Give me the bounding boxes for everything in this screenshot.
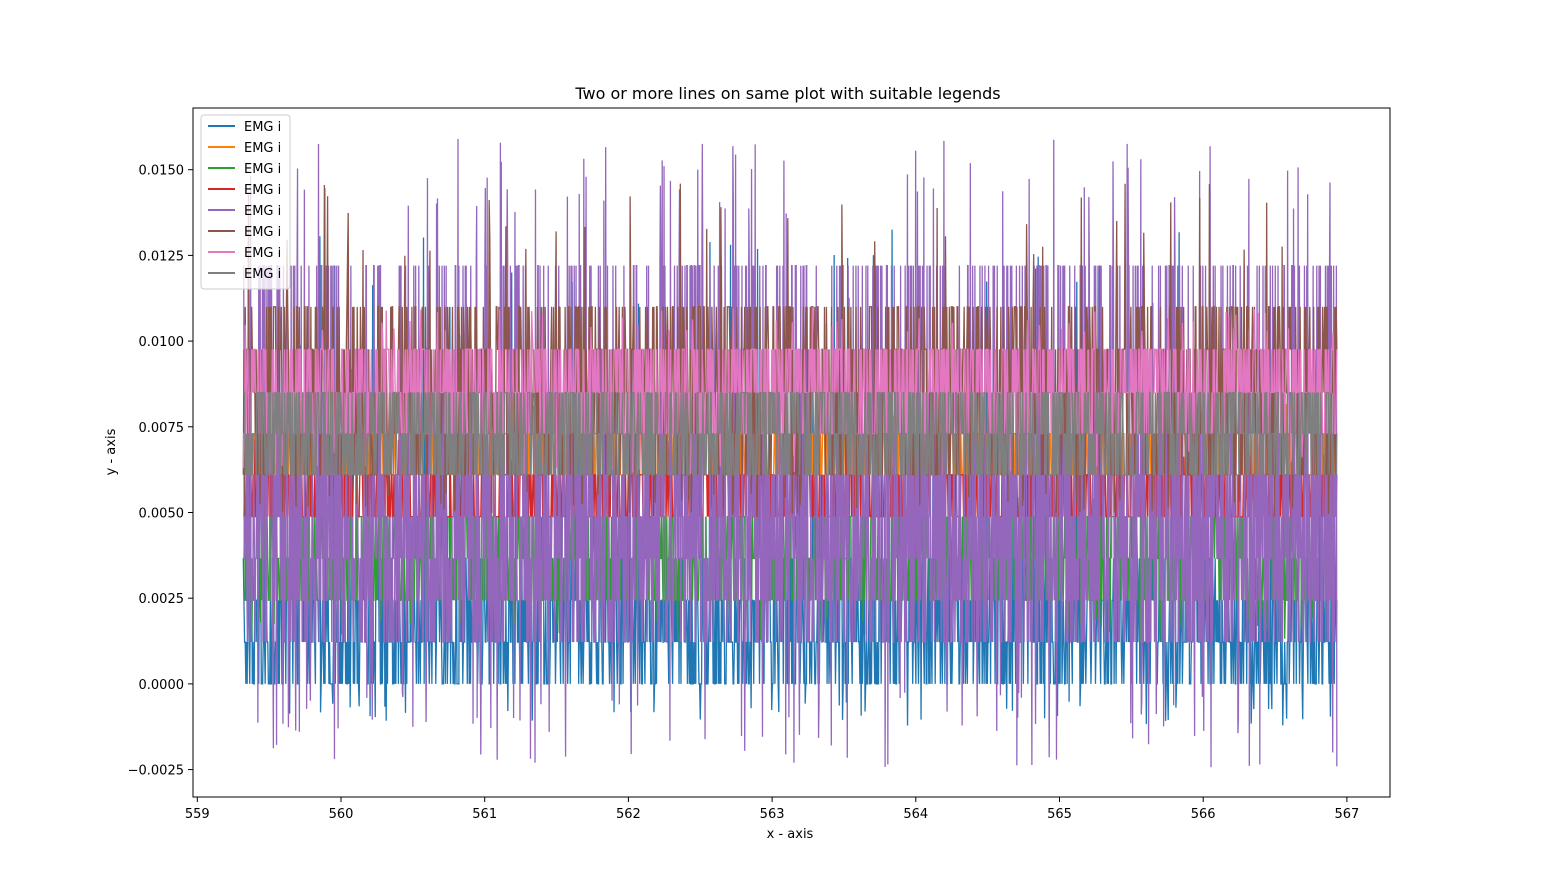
y-tick-label: 0.0150 — [139, 164, 185, 179]
x-tick-label: 562 — [616, 807, 641, 822]
y-tick-label: 0.0000 — [139, 678, 185, 693]
legend-label: EMG i — [244, 246, 281, 261]
y-axis: −0.0025 0.0000 0.0025 0.0050 0.0075 0.0100 0.0… — [128, 164, 193, 779]
legend-label: EMG i — [244, 120, 281, 135]
y-tick-label: 0.0025 — [139, 592, 185, 607]
x-tick-label: 567 — [1334, 807, 1359, 822]
y-axis-label: y - axis — [104, 428, 119, 475]
y-tick-label: 0.0075 — [139, 421, 185, 436]
x-tick-label: 561 — [472, 807, 497, 822]
legend-label: EMG i — [244, 204, 281, 219]
legend-label: EMG i — [244, 225, 281, 240]
series-layer — [242, 138, 1338, 768]
legend-box — [200, 114, 291, 290]
legend: EMG i EMG i EMG i EMG i EMG i EMG i EMG i EMG i — [200, 114, 291, 290]
x-tick-label: 566 — [1191, 807, 1216, 822]
y-tick-label: 0.0125 — [139, 249, 185, 264]
x-tick-label: 565 — [1047, 807, 1072, 822]
legend-label: EMG i — [244, 162, 281, 177]
y-tick-label: −0.0025 — [128, 764, 184, 779]
legend-label: EMG i — [244, 183, 281, 198]
x-axis-label: x - axis — [767, 827, 814, 842]
legend-label: EMG i — [244, 141, 281, 156]
series-line-8 — [243, 391, 1338, 476]
x-tick-label: 564 — [903, 807, 928, 822]
chart-title: Two or more lines on same plot with suit… — [574, 84, 1000, 103]
x-tick-label: 563 — [760, 807, 785, 822]
x-tick-label: 559 — [185, 807, 210, 822]
y-tick-label: 0.0050 — [139, 506, 185, 521]
x-tick-label: 560 — [329, 807, 354, 822]
plot-frame — [192, 107, 1391, 798]
legend-label: EMG i — [244, 267, 281, 282]
x-axis: 559 560 561 562 563 564 565 566 567 — [185, 797, 1359, 822]
y-tick-label: 0.0100 — [139, 335, 185, 350]
